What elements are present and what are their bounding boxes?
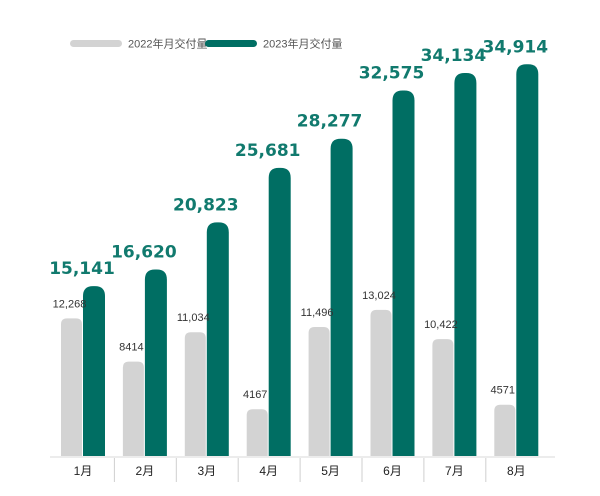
category-label-8: 8月 <box>507 464 526 478</box>
bar-label-2023-7: 34,134 <box>421 46 487 66</box>
bars-group <box>61 64 539 457</box>
bar-2023-4 <box>268 167 291 456</box>
bar-2022-4 <box>246 409 268 456</box>
bar-label-2022-2: 8414 <box>119 342 143 354</box>
bar-2022-3 <box>184 332 206 456</box>
bar-2022-7 <box>432 339 454 456</box>
bar-label-2023-4: 25,681 <box>235 141 301 161</box>
bar-2023-3 <box>206 222 229 456</box>
bar-label-2023-6: 32,575 <box>359 64 425 84</box>
bar-2023-1 <box>83 286 105 456</box>
bar-label-2023-5: 28,277 <box>297 112 363 132</box>
bar-label-2023-1: 15,141 <box>49 259 115 279</box>
category-label-1: 1月 <box>74 464 93 478</box>
bar-label-2022-1: 12,268 <box>53 298 87 310</box>
bar-label-2023-2: 16,620 <box>111 243 177 263</box>
category-label-4: 4月 <box>259 464 278 478</box>
bar-2022-2 <box>122 361 144 456</box>
bar-label-2022-3: 11,034 <box>177 312 210 324</box>
category-label-6: 6月 <box>383 464 402 478</box>
bar-label-2023-3: 20,823 <box>173 195 239 215</box>
bar-2023-7 <box>454 73 477 457</box>
bar-2022-6 <box>370 309 392 456</box>
bar-label-2022-8: 4571 <box>491 385 515 397</box>
legend: 2022年月交付量 2023年月交付量 <box>70 37 342 51</box>
bar-label-2022-7: 10,422 <box>424 319 458 331</box>
bar-label-2022-6: 13,024 <box>362 290 396 302</box>
bar-2023-8 <box>516 64 539 456</box>
bar-2022-5 <box>308 327 330 456</box>
category-axis: 1月 2月 3月 4月 5月 6月 7月 8月 <box>50 456 555 482</box>
legend-label-2022: 2022年月交付量 <box>128 37 207 51</box>
bar-2022-1 <box>61 318 82 456</box>
bar-label-2022-4: 4167 <box>243 389 267 401</box>
bar-label-2023-8: 34,914 <box>482 37 548 57</box>
bar-labels-group: 12,268 15,141 8414 16,620 11,034 20,823 4167 25… <box>49 37 548 401</box>
category-label-2: 2月 <box>136 464 155 478</box>
legend-label-2023: 2023年月交付量 <box>263 37 342 51</box>
category-label-7: 7月 <box>445 464 464 478</box>
bar-2023-2 <box>144 269 167 456</box>
legend-swatch-2023 <box>205 40 257 47</box>
category-label-3: 3月 <box>197 464 216 478</box>
bar-2023-6 <box>392 90 415 457</box>
bar-label-2022-5: 11,496 <box>301 307 334 319</box>
category-label-5: 5月 <box>321 464 340 478</box>
bar-2022-8 <box>494 404 516 456</box>
bar-2023-5 <box>330 138 353 456</box>
legend-swatch-2022 <box>70 40 122 47</box>
